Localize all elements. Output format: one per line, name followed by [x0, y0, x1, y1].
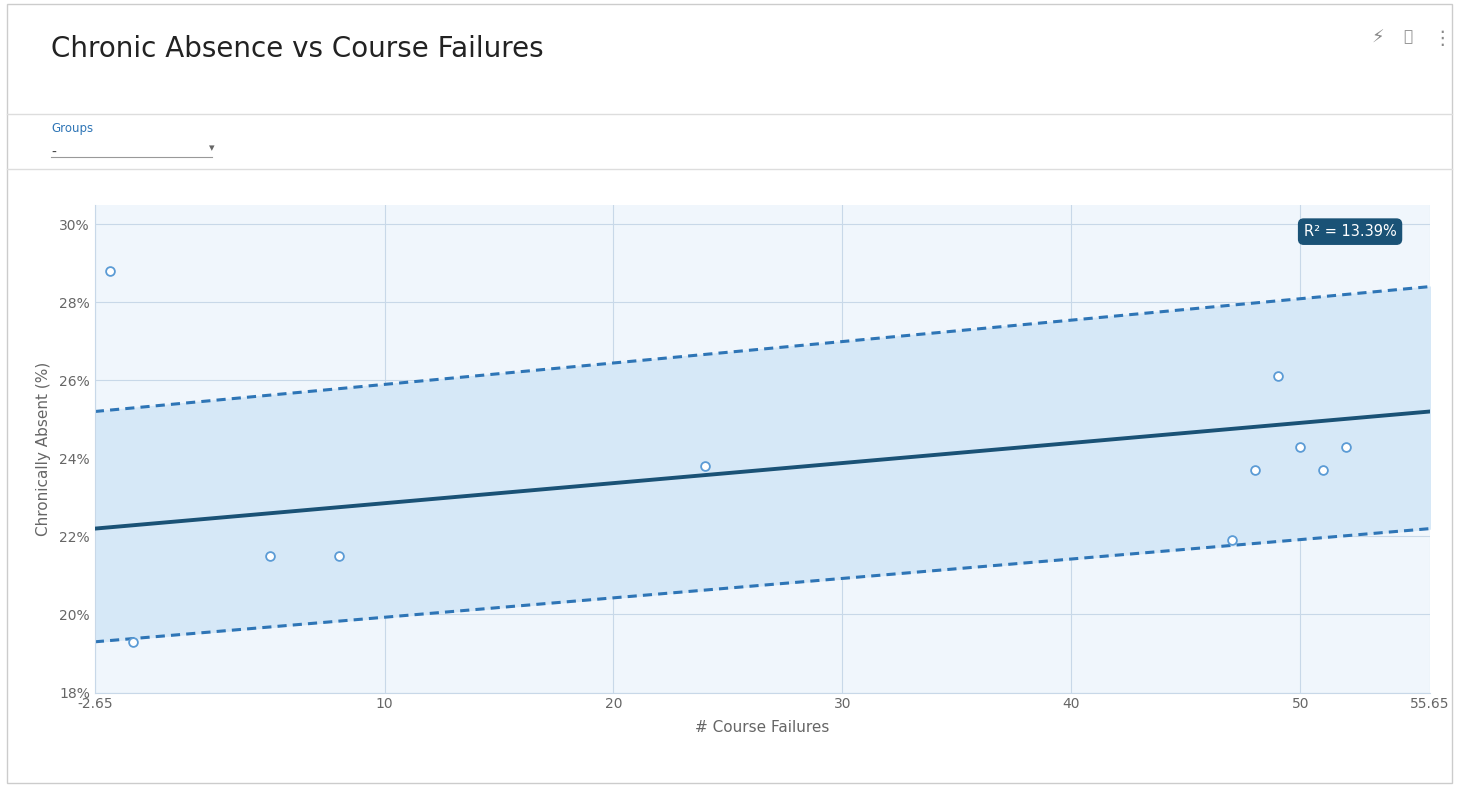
Text: ⋮: ⋮: [1433, 29, 1452, 48]
Point: [693, 460, 716, 472]
Text: ⚡: ⚡: [1371, 29, 1385, 47]
Text: ▾: ▾: [209, 143, 214, 153]
Text: R² = 13.39%: R² = 13.39%: [1304, 224, 1396, 239]
X-axis label: # Course Failures: # Course Failures: [694, 720, 830, 735]
Text: Groups: Groups: [51, 122, 93, 135]
Point: [1220, 534, 1243, 547]
Text: Chronic Absence vs Course Failures: Chronic Absence vs Course Failures: [51, 35, 544, 64]
Point: [1312, 464, 1335, 476]
Point: [1243, 464, 1266, 476]
Point: [1288, 441, 1312, 453]
Point: [1266, 370, 1290, 382]
Point: [121, 636, 144, 648]
Y-axis label: Chronically Absent (%): Chronically Absent (%): [36, 361, 51, 536]
Point: [258, 549, 282, 562]
Text: 🔔: 🔔: [1404, 29, 1412, 44]
Point: [327, 549, 350, 562]
Text: -: -: [51, 146, 55, 160]
Point: [1335, 441, 1358, 453]
Point: [98, 264, 121, 277]
